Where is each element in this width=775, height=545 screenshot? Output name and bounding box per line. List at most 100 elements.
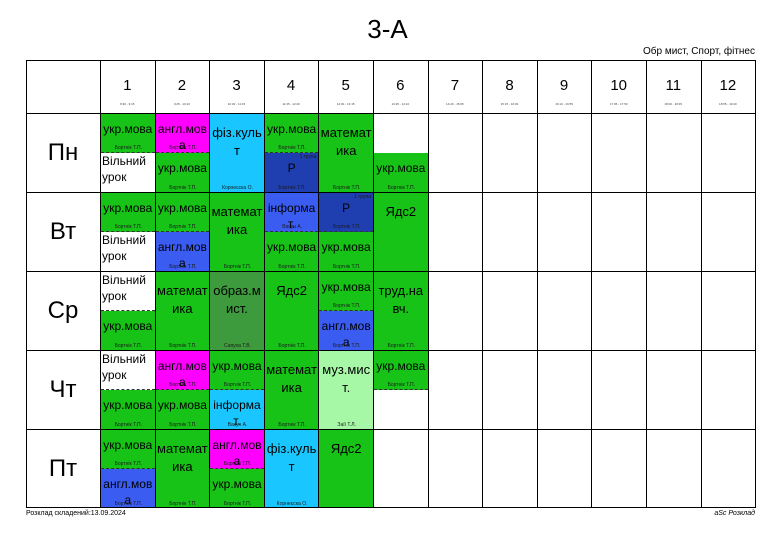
grid-line bbox=[26, 192, 756, 193]
lesson-teacher: Бортнік Т.П. bbox=[169, 264, 197, 270]
grid-line bbox=[427, 60, 429, 508]
lesson-card[interactable]: укр.мова Бортнік Т.П. bbox=[210, 469, 264, 508]
lesson-subject: укр.мова bbox=[212, 359, 262, 373]
lesson-subject: математика bbox=[320, 125, 372, 158]
lesson-card[interactable]: математика Бортнік Т.П. bbox=[210, 193, 264, 271]
lesson-card[interactable]: Ядс2 Бортнік Т.П. bbox=[264, 272, 319, 350]
lesson-teacher: Бортнік Т.П. bbox=[387, 343, 415, 349]
lesson-card[interactable]: укр.мова Бортнік Т.П. bbox=[155, 390, 210, 429]
lesson-card[interactable]: Ядс2 bbox=[374, 193, 428, 271]
lesson-card[interactable]: англ.мова Бортнік Т.П. bbox=[155, 232, 210, 271]
lesson-subject: укр.мова bbox=[103, 201, 153, 215]
lesson-card[interactable]: Вільний урок bbox=[101, 272, 155, 311]
lesson-card[interactable]: інформат. Вакун А. bbox=[210, 390, 264, 429]
lesson-card[interactable]: математика Бортнік Т.П. bbox=[155, 430, 210, 508]
period-header: 7 14:20 - 15:05 bbox=[428, 60, 483, 113]
lesson-card[interactable]: Вільний урок bbox=[101, 232, 155, 271]
lesson-card[interactable]: Вільний урок bbox=[101, 351, 155, 390]
grid-line bbox=[591, 60, 593, 508]
lesson-subject: Ядс2 bbox=[276, 283, 307, 298]
period-header: 9 16:10 - 16:55 bbox=[537, 60, 592, 113]
period-number: 10 bbox=[610, 77, 628, 94]
period-header: 1 8:30 - 9:15 bbox=[100, 60, 155, 113]
lesson-teacher: Бортнік Т.П. bbox=[114, 343, 142, 349]
period-number: 1 bbox=[123, 77, 132, 94]
lesson-teacher: Вакун А. bbox=[282, 224, 302, 230]
lesson-card[interactable]: математика Бортнік Т.П. bbox=[155, 272, 210, 350]
lesson-card[interactable]: Вільний урок bbox=[101, 153, 155, 192]
lesson-subject: укр.мова bbox=[103, 319, 153, 333]
lesson-card[interactable]: укр.мова Бортнік Т.П. bbox=[319, 272, 373, 311]
lesson-subject: математика bbox=[157, 441, 208, 474]
lesson-card[interactable]: укр.мова Бортнік Т.П. bbox=[101, 390, 155, 429]
grid-line bbox=[100, 60, 101, 508]
lesson-card[interactable]: англ.мова Бортнік Т.П. bbox=[155, 114, 210, 153]
lesson-card[interactable]: англ.мова Бортнік Т.П. bbox=[155, 351, 210, 390]
lesson-card[interactable]: англ.мова Бортнік Т.П. bbox=[101, 469, 155, 508]
lesson-card[interactable]: укр.мова Бортнік Т.П. bbox=[101, 193, 155, 232]
lesson-subject: англ.мова bbox=[157, 359, 207, 389]
lesson-subject: Р bbox=[287, 161, 296, 175]
lesson-subject: укр.мова bbox=[321, 240, 371, 254]
period-header: 5 12:30 - 13:15 bbox=[318, 60, 373, 113]
period-number: 7 bbox=[450, 77, 460, 94]
lesson-subject: англ.мова bbox=[157, 240, 207, 270]
lesson-card[interactable]: англ.мова Бортнік Т.П. bbox=[319, 311, 373, 350]
grid-line bbox=[646, 60, 647, 508]
lesson-card[interactable]: математика Бортнік Т.П. bbox=[264, 351, 319, 429]
period-time: 9:25 - 10:10 bbox=[173, 102, 190, 106]
period-header: 8 15:15 - 16:00 bbox=[482, 60, 537, 113]
lesson-card[interactable]: укр.мова Бортнік Т.П. bbox=[319, 232, 373, 271]
lesson-card[interactable]: укр.мова Бортнік Т.П. bbox=[210, 351, 264, 390]
lesson-teacher: Бортнік Т.П. bbox=[169, 343, 197, 349]
lesson-card[interactable]: інформат. Вакун А. bbox=[264, 193, 319, 232]
timetable-grid: 1 8:30 - 9:15 2 9:25 - 10:10 3 10:30 - 11:15 4… bbox=[26, 60, 756, 508]
lesson-card[interactable]: фіз.культ Корнеєска О. bbox=[210, 114, 264, 192]
lesson-teacher: Бортнік Т.П. bbox=[333, 185, 361, 191]
grid-line bbox=[26, 271, 756, 272]
lesson-subject: Вільний урок bbox=[102, 273, 146, 303]
lesson-card[interactable]: укр.мова Бортнік Т.П. bbox=[374, 351, 428, 390]
period-number: 12 bbox=[719, 77, 737, 94]
lesson-card[interactable]: укр.мова Бортнік Т.П. bbox=[264, 232, 319, 271]
lesson-card[interactable]: муз.мист. Заїї Т.Л. bbox=[319, 351, 373, 429]
lesson-teacher: Бортнік Т.П. bbox=[169, 145, 197, 151]
period-time: 10:30 - 11:15 bbox=[227, 102, 246, 106]
lesson-teacher: Бортнік Т.П. bbox=[114, 422, 142, 428]
lesson-card[interactable]: труд.навч. Бортнік Т.П. bbox=[374, 272, 428, 350]
lesson-subject: укр.мова bbox=[267, 240, 317, 254]
lesson-card[interactable]: укр.мова Бортнік Т.П. bbox=[374, 153, 428, 192]
period-number: 8 bbox=[505, 77, 514, 94]
day-header: Ср bbox=[47, 297, 79, 324]
period-number: 6 bbox=[396, 77, 405, 94]
lesson-card[interactable]: укр.мова Бортнік Т.П. bbox=[264, 114, 319, 153]
lesson-subject: укр.мова bbox=[321, 280, 371, 294]
lesson-card[interactable]: Ядс2 bbox=[319, 430, 373, 508]
period-header: 6 13:25 - 14:10 bbox=[373, 60, 428, 113]
lesson-card[interactable]: укр.мова Бортнік Т.П. bbox=[101, 114, 155, 153]
grid-line bbox=[26, 507, 756, 508]
period-number: 9 bbox=[559, 77, 569, 94]
lesson-card[interactable]: укр.мова Бортнік Т.П. bbox=[155, 153, 210, 192]
lesson-card[interactable]: Р Бортнік Т.П. 1 група bbox=[264, 153, 319, 192]
lesson-subject: укр.мова bbox=[376, 161, 426, 175]
lesson-card[interactable]: укр.мова Бортнік Т.П. bbox=[155, 193, 210, 232]
lesson-teacher: Бортнік Т.П. bbox=[114, 461, 142, 467]
lesson-card[interactable]: укр.мова Бортнік Т.П. bbox=[101, 311, 155, 350]
lesson-card[interactable]: фіз.культ Корнеєска О. bbox=[264, 430, 319, 508]
period-time: 13:25 - 14:10 bbox=[391, 102, 410, 106]
lesson-card[interactable]: математика Бортнік Т.П. bbox=[319, 114, 373, 192]
day-header: Чт bbox=[49, 376, 77, 403]
lesson-subject: укр.мова bbox=[157, 161, 207, 175]
lesson-teacher: Корнеєска О. bbox=[222, 185, 253, 191]
lesson-subject: англ.мова bbox=[212, 438, 262, 468]
lesson-card[interactable]: образ.мист. Сапуха Т.В. bbox=[210, 272, 264, 350]
lesson-subject: математика bbox=[266, 362, 317, 395]
lesson-card[interactable]: англ.мова Бортнік Т.П. bbox=[210, 430, 264, 469]
day-header: Пн bbox=[47, 139, 79, 166]
lesson-teacher: Бортнік Т.П. bbox=[278, 343, 306, 349]
lesson-card[interactable]: Р Бортнік Т.П. 1 група bbox=[319, 193, 373, 232]
period-time: 15:15 - 16:00 bbox=[500, 102, 519, 106]
lesson-card[interactable]: укр.мова Бортнік Т.П. bbox=[101, 430, 155, 469]
period-time: 14:20 - 15:05 bbox=[446, 102, 464, 106]
